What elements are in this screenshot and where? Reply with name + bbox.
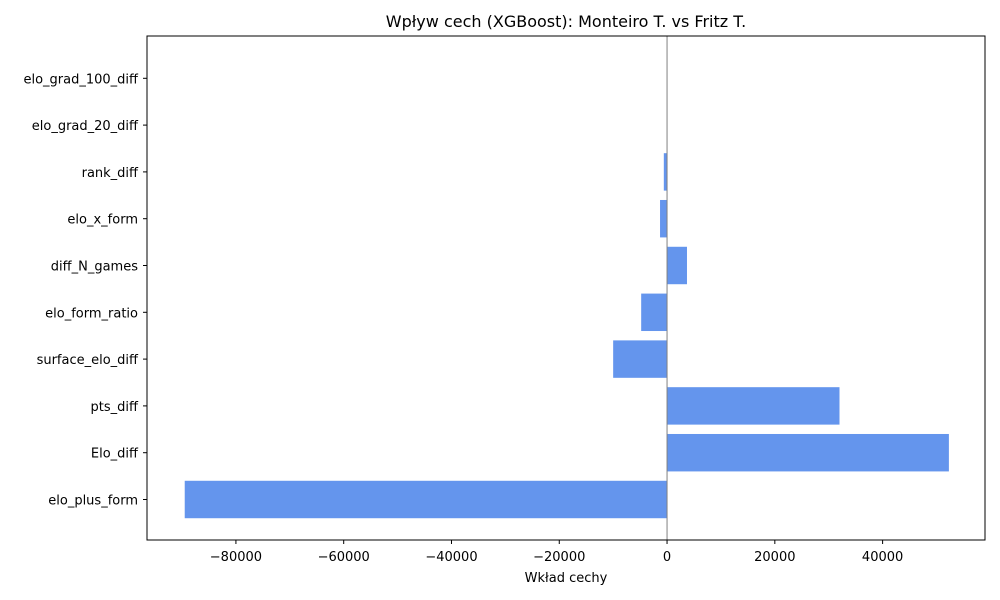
bar-rank_diff bbox=[663, 153, 668, 191]
bar-elo_plus_form bbox=[184, 480, 668, 519]
bar-pts_diff bbox=[667, 387, 840, 425]
y-tick-label: elo_grad_100_diff bbox=[23, 72, 139, 87]
y-axis: elo_plus_form Elo_diff pts_diff surface_elo… bbox=[23, 72, 147, 509]
bar-surface_elo_diff bbox=[613, 340, 668, 378]
x-tick-label: −20000 bbox=[533, 550, 585, 565]
y-tick-label: pts_diff bbox=[91, 400, 139, 415]
bar-elo_x_form bbox=[660, 199, 668, 238]
y-tick-label: elo_form_ratio bbox=[45, 306, 138, 321]
bar-Elo_diff bbox=[667, 433, 949, 472]
chart-title: Wpływ cech (XGBoost): Monteiro T. vs Fri… bbox=[386, 12, 746, 31]
y-tick-label: rank_diff bbox=[82, 166, 139, 181]
bar-elo_form_ratio bbox=[641, 293, 668, 332]
x-tick-label: −80000 bbox=[210, 550, 262, 565]
y-tick-label: elo_grad_20_diff bbox=[32, 119, 139, 134]
bars-group bbox=[184, 153, 949, 519]
x-tick-label: −40000 bbox=[425, 550, 477, 565]
plot-frame bbox=[146, 35, 986, 541]
x-tick-label: 0 bbox=[663, 550, 671, 565]
x-axis-label: Wkład cechy bbox=[525, 571, 608, 586]
x-tick-label: 20000 bbox=[754, 550, 795, 565]
x-tick-label: −60000 bbox=[318, 550, 370, 565]
y-tick-label: diff_N_games bbox=[51, 260, 138, 275]
x-axis: −80000 −60000 −40000 −20000 0 20000 40000 bbox=[210, 540, 903, 565]
y-tick-label: surface_elo_diff bbox=[37, 353, 139, 368]
y-tick-label: Elo_diff bbox=[91, 447, 139, 462]
y-tick-label: elo_plus_form bbox=[48, 494, 138, 509]
y-tick-label: elo_x_form bbox=[67, 213, 138, 228]
x-tick-label: 40000 bbox=[862, 550, 903, 565]
bar-diff_N_games bbox=[667, 246, 687, 285]
